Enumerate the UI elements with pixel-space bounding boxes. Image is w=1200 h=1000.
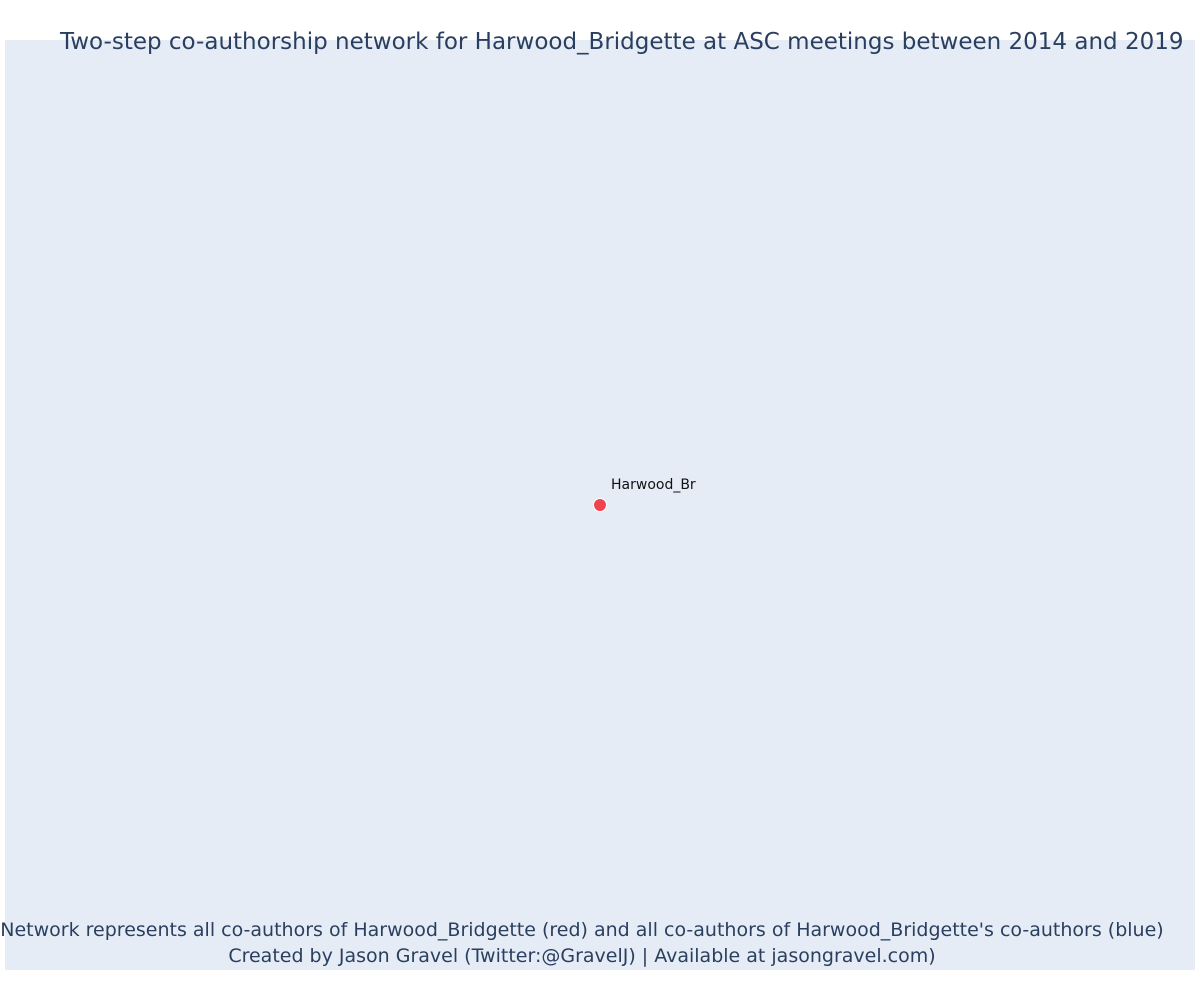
caption-description: Network represents all co-authors of Har… (0, 919, 1164, 941)
network-node-label: Harwood_Br (611, 477, 696, 493)
network-node-focal[interactable] (593, 498, 607, 512)
caption-credit: Created by Jason Gravel (Twitter:@Gravel… (228, 945, 936, 967)
chart-title: Two-step co-authorship network for Harwo… (60, 29, 1184, 55)
